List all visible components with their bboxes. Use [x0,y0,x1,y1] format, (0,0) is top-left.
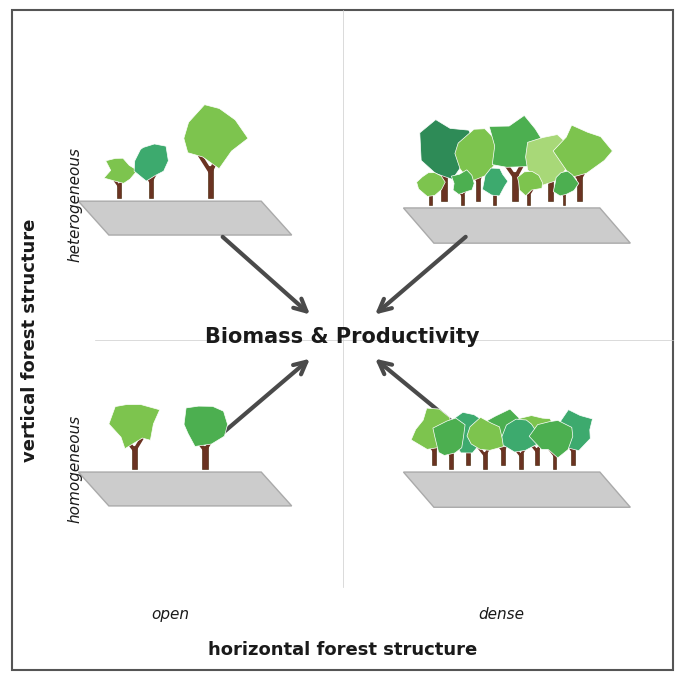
PathPatch shape [551,409,593,451]
Bar [483,452,486,469]
Bar [449,452,453,469]
Bar [562,194,565,205]
PathPatch shape [420,120,477,180]
PathPatch shape [467,418,506,450]
Text: open: open [151,607,189,622]
PathPatch shape [553,125,612,177]
Bar [571,447,575,465]
Text: horizontal forest structure: horizontal forest structure [208,641,477,659]
Text: dense: dense [479,607,525,622]
PathPatch shape [451,412,486,453]
PathPatch shape [455,129,510,182]
PathPatch shape [411,408,453,449]
Bar [466,448,470,465]
PathPatch shape [451,170,474,194]
Bar [577,175,582,201]
PathPatch shape [489,116,550,167]
PathPatch shape [109,405,160,449]
Text: heterogeneous: heterogeneous [68,147,82,262]
Bar [117,184,121,198]
Bar [475,176,480,201]
Polygon shape [78,201,292,235]
Text: Biomass & Productivity: Biomass & Productivity [206,326,480,347]
PathPatch shape [517,171,543,196]
PathPatch shape [525,135,571,186]
Bar [512,173,518,201]
PathPatch shape [519,415,557,446]
Bar [519,453,523,469]
Bar [441,174,447,201]
Bar [493,193,496,205]
Text: homogeneous: homogeneous [68,415,82,523]
Bar [429,193,432,205]
PathPatch shape [104,158,138,184]
PathPatch shape [184,406,227,447]
Bar [203,446,208,469]
PathPatch shape [502,419,540,452]
PathPatch shape [482,409,525,448]
PathPatch shape [134,144,169,181]
PathPatch shape [433,418,465,456]
Bar [432,447,436,465]
PathPatch shape [530,420,573,458]
Bar [548,178,553,201]
PathPatch shape [553,171,579,196]
Bar [553,452,556,469]
Bar [208,166,213,198]
FancyBboxPatch shape [12,10,673,670]
Bar [132,446,137,469]
PathPatch shape [184,105,248,169]
Text: vertical forest structure: vertical forest structure [21,218,38,462]
Bar [149,178,153,198]
Polygon shape [78,472,292,506]
Bar [527,194,530,205]
Polygon shape [403,472,630,507]
PathPatch shape [482,168,508,196]
Bar [461,194,464,205]
PathPatch shape [416,173,445,197]
Bar [501,447,506,465]
Bar [535,448,539,465]
Polygon shape [403,208,630,243]
